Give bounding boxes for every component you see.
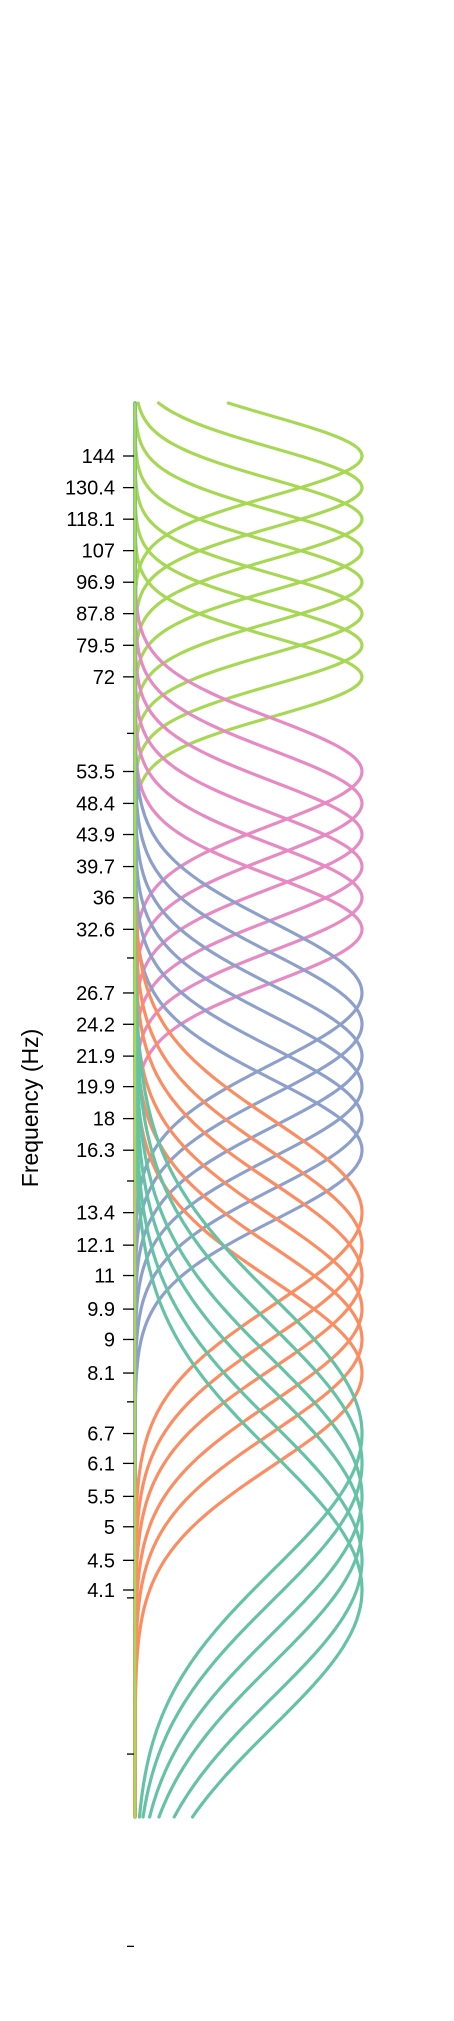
y-tick-label: 18: [93, 1109, 115, 1131]
y-tick-label: 11: [94, 1266, 115, 1288]
y-axis-title: Frequency (Hz): [17, 1029, 43, 1187]
filter-curves: [133, 401, 364, 1819]
y-tick-label: 9: [104, 1329, 115, 1351]
y-tick-label: 5.5: [87, 1486, 115, 1508]
y-tick-label: 4.1: [87, 1580, 115, 1602]
y-tick-label: 6.7: [87, 1424, 115, 1446]
y-tick-label: 130.4: [65, 478, 115, 500]
y-tick-label: 48.4: [76, 793, 115, 815]
y-tick-label: 96.9: [76, 572, 115, 594]
y-tick-label: 24.2: [76, 1014, 115, 1036]
y-tick-label: 43.9: [76, 825, 115, 847]
y-tick-label: 39.7: [76, 857, 115, 879]
y-axis-ticks: 144130.4118.110796.987.879.57253.548.443…: [65, 446, 134, 1947]
y-tick-label: 79.5: [76, 635, 115, 657]
y-tick-label: 19.9: [76, 1077, 115, 1099]
y-tick-label: 6.1: [87, 1453, 115, 1475]
y-tick-label: 13.4: [76, 1203, 115, 1225]
y-tick-label: 72: [93, 667, 115, 689]
y-tick-label: 32.6: [76, 919, 115, 941]
y-tick-label: 9.9: [87, 1299, 115, 1321]
y-tick-label: 36: [93, 888, 115, 910]
y-tick-label: 5: [104, 1517, 115, 1539]
y-tick-label: 16.3: [76, 1140, 115, 1162]
y-tick-label: 26.7: [76, 983, 115, 1005]
y-tick-label: 118.1: [66, 509, 115, 531]
y-tick-label: 21.9: [76, 1046, 115, 1068]
y-tick-label: 144: [82, 446, 115, 468]
y-tick-label: 87.8: [76, 604, 115, 626]
y-tick-label: 107: [82, 541, 115, 563]
y-tick-label: 12.1: [76, 1235, 115, 1257]
y-tick-label: 8.1: [87, 1363, 115, 1385]
y-tick-label: 53.5: [76, 761, 115, 783]
y-tick-label: 4.5: [87, 1550, 115, 1572]
